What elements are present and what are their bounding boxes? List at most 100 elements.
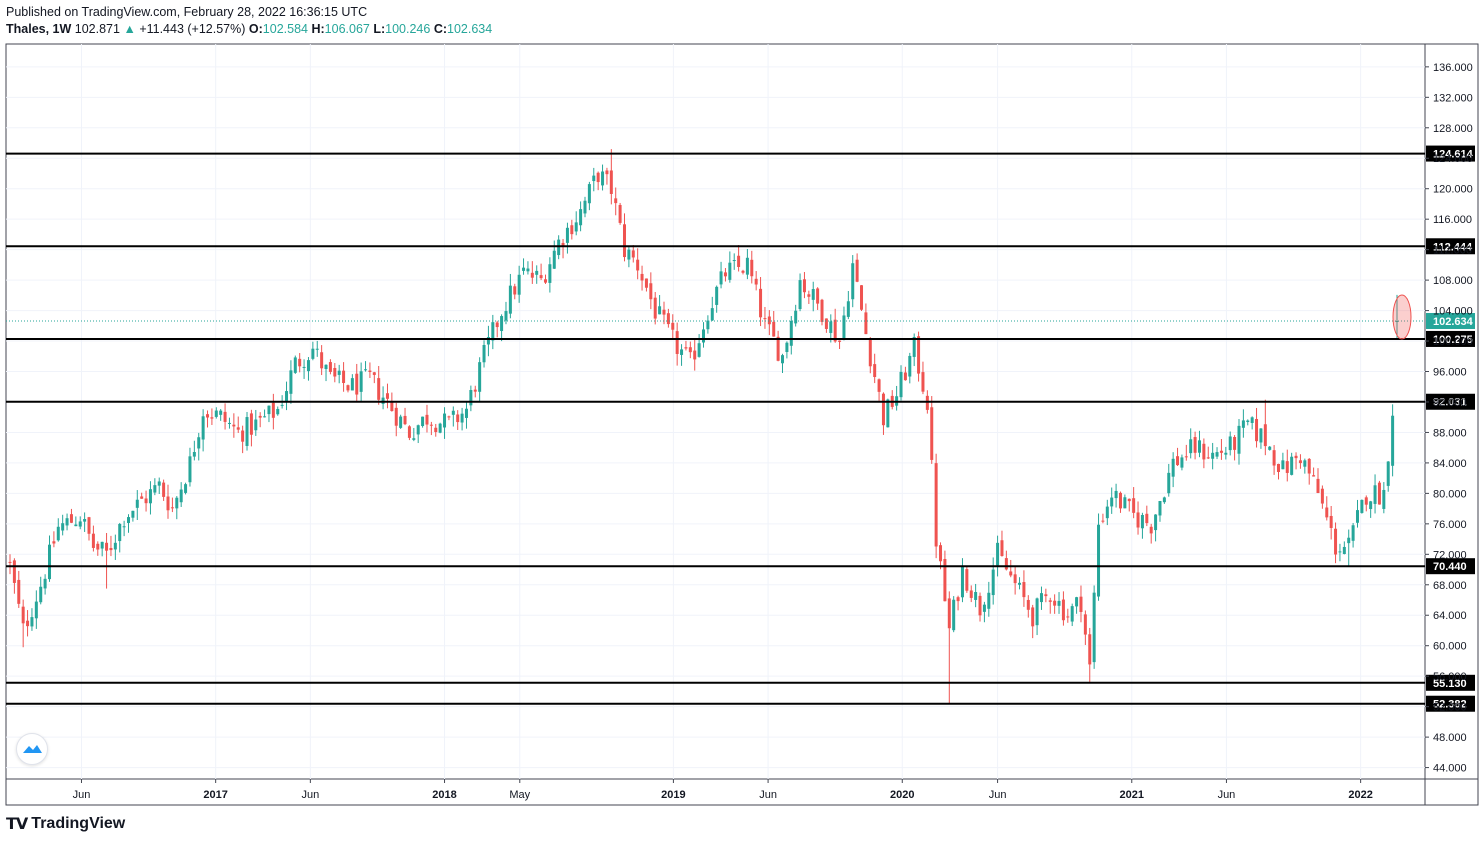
candle-body (1215, 452, 1219, 457)
candle-body (43, 578, 47, 589)
candle-body (328, 362, 332, 372)
candle-body (824, 318, 828, 329)
candle-body (1233, 436, 1237, 450)
candle-body (833, 319, 837, 342)
candle-body (517, 274, 521, 295)
open-value: 102.584 (262, 22, 308, 36)
price-tick-label: 128.000 (1433, 123, 1473, 135)
candle-body (728, 262, 732, 280)
candle-body (886, 399, 890, 428)
candle-body (899, 371, 903, 398)
candle-body (131, 510, 135, 518)
candle-body (249, 413, 253, 435)
candle-body (30, 617, 34, 627)
candle-body (135, 499, 139, 508)
level-label-box (1426, 330, 1475, 347)
candle-body (864, 312, 868, 335)
footer-brand-text: TradingView (31, 815, 126, 832)
candle-body (693, 350, 697, 360)
candle-body (1193, 437, 1197, 453)
candle-body (605, 170, 609, 175)
candle-body (1290, 456, 1294, 475)
candle-body (745, 257, 749, 275)
candle-body (315, 348, 319, 350)
candle-body (1391, 415, 1395, 466)
candle-body (939, 545, 943, 562)
candle-body (987, 592, 991, 609)
price-tick-label: 132.000 (1433, 92, 1473, 104)
candle-body (631, 250, 635, 258)
footer-brand: 𝗧𝗩 TradingView (6, 814, 125, 834)
candle-body (1206, 457, 1210, 459)
candle-body (306, 360, 310, 372)
candle-body (1338, 551, 1342, 553)
candle-body (8, 561, 12, 563)
candle-body (1180, 457, 1184, 468)
candle-body (548, 264, 552, 283)
candle-body (1162, 497, 1166, 503)
candle-body (1386, 461, 1390, 486)
time-axis[interactable]: Jun 2017 Jun 2018 May 2019 Jun 2020 Jun 2021 Jun 20… (73, 779, 1373, 801)
candle-body (1171, 458, 1175, 477)
price-axis[interactable]: 44.000 48.000 52.000 56.000 60.000 64.000 68.0… (1425, 62, 1473, 775)
current-price-box (1426, 312, 1475, 329)
candle-body (1140, 514, 1144, 529)
horizontal-levels[interactable]: 124.614112.444100.27592.03170.44055.1305… (6, 145, 1475, 712)
candle-body (280, 404, 284, 406)
candle-body (26, 620, 30, 627)
candle-body (1083, 614, 1087, 635)
time-tick-label: May (509, 789, 530, 801)
candle-body (1154, 514, 1158, 531)
candle-body (48, 544, 52, 580)
candle-body (227, 422, 231, 424)
candle-body (1035, 598, 1039, 626)
candle-body (293, 357, 297, 373)
candle-body (210, 417, 214, 419)
candle-body (1369, 501, 1373, 510)
candle-body (69, 514, 73, 523)
candle-body (1360, 499, 1364, 513)
price-tick-label: 84.000 (1433, 458, 1467, 470)
tradingview-badge[interactable] (16, 733, 48, 765)
low-label: L: (373, 22, 386, 36)
symbol-name[interactable]: Thales, 1W (6, 22, 72, 36)
candle-body (482, 344, 486, 363)
candle-body (1351, 525, 1355, 541)
candle-body (1276, 463, 1280, 472)
candle-body (627, 249, 631, 260)
candle-body (846, 301, 850, 317)
candle-body (1219, 450, 1223, 453)
candle-body (750, 259, 754, 277)
candle-body (592, 175, 596, 182)
candle-body (614, 198, 618, 204)
candle-body (666, 313, 670, 325)
candle-body (1013, 574, 1017, 584)
candle-body (271, 402, 275, 418)
candle-body (87, 517, 91, 534)
time-tick-label: 2017 (203, 789, 227, 801)
candle-body (1070, 606, 1074, 622)
open-label: O: (248, 22, 263, 36)
candle-body (552, 250, 556, 269)
candle-body (1009, 571, 1013, 576)
candle-body (732, 260, 736, 262)
candle-body (473, 389, 477, 392)
candle-body (1088, 634, 1092, 665)
candle-body (236, 427, 240, 430)
candle-body (596, 172, 600, 183)
candle-body (1114, 490, 1118, 499)
published-caption: Published on TradingView.com, February 2… (6, 5, 368, 19)
candle-body (535, 270, 539, 275)
price-tick-label: 96.000 (1433, 367, 1467, 379)
candle-body (74, 524, 78, 527)
candle-body (1228, 436, 1232, 451)
candle-body (1237, 425, 1241, 454)
candle-body (491, 322, 495, 341)
candle-body (34, 601, 38, 619)
candle-body (868, 338, 872, 367)
candle-body (105, 542, 109, 551)
candle-body (416, 425, 420, 435)
price-tick-label: 68.000 (1433, 580, 1467, 592)
candle-body (1268, 446, 1272, 450)
